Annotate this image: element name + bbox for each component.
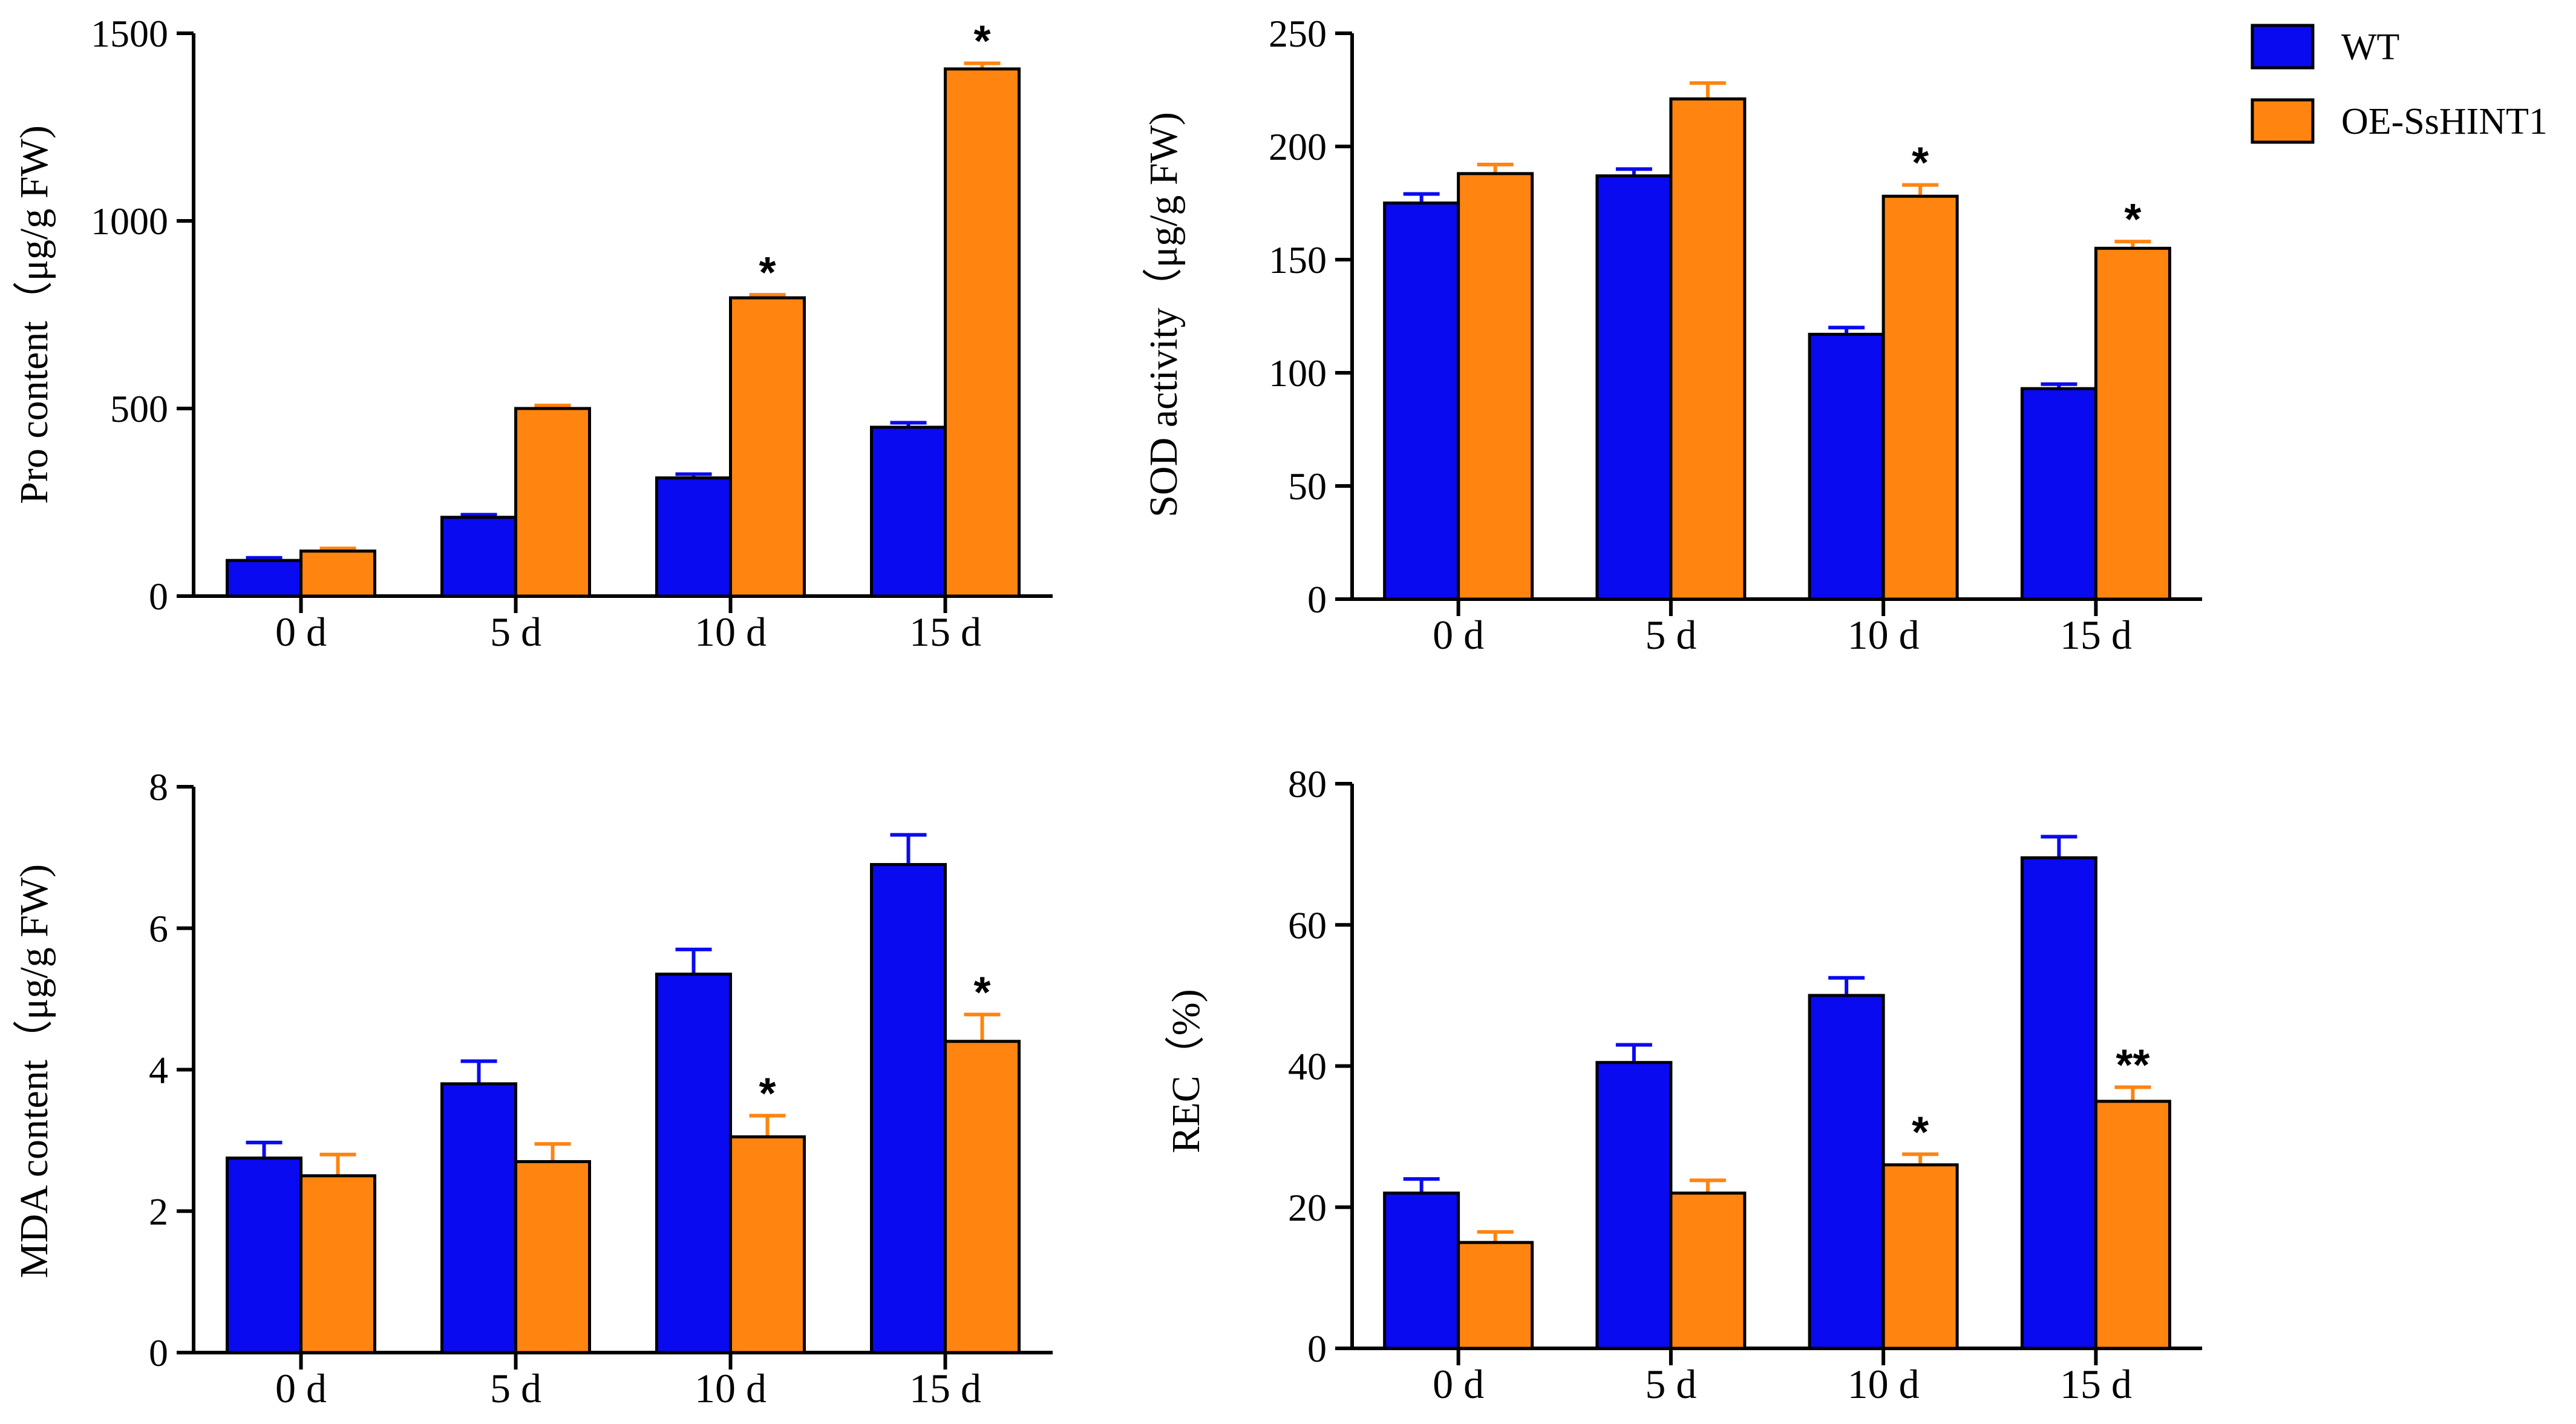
significance-label: * <box>759 1069 776 1118</box>
bar-wt <box>440 1082 517 1354</box>
bar-oe <box>1457 1241 1534 1350</box>
y-tick-label: 1500 <box>91 12 168 55</box>
significance-label: * <box>2124 195 2141 244</box>
y-tick-label: 8 <box>149 766 168 809</box>
bar-wt <box>870 863 947 1354</box>
y-tick-label: 4 <box>149 1049 168 1092</box>
y-tick-label: 0 <box>149 1331 168 1374</box>
panel-rec: REC（%) 0 20 40 60 80 0 d 5 d 10 d * 15 d ** <box>1164 763 2202 1407</box>
significance-label: * <box>973 18 990 66</box>
legend-label-oe: OE-SsHINT1 <box>2341 101 2548 142</box>
x-tick-label: 10 d <box>695 1365 767 1411</box>
ylabel-pro: Pro content（μg/g FW) <box>12 125 56 504</box>
y-tick-label: 250 <box>1269 12 1327 55</box>
y-tick-label: 200 <box>1269 125 1327 168</box>
bar-oe <box>944 67 1021 598</box>
x-tick-label: 5 d <box>490 609 541 655</box>
bar-oe <box>299 550 376 598</box>
y-tick-label: 60 <box>1288 904 1327 947</box>
ylabel-rec: REC（%) <box>1164 989 1208 1153</box>
x-tick-label: 10 d <box>1848 1361 1920 1407</box>
bar-oe <box>514 1160 591 1354</box>
y-tick-label: 6 <box>149 907 168 950</box>
y-tick-label: 100 <box>1269 352 1327 395</box>
x-tick-label: 15 d <box>909 609 981 655</box>
x-tick-label: 10 d <box>695 609 767 655</box>
bar-wt <box>655 476 732 598</box>
y-tick-label: 0 <box>1307 1327 1327 1370</box>
x-tick-label: 0 d <box>275 1365 327 1411</box>
x-tick-label: 15 d <box>2060 612 2132 658</box>
bar-oe <box>1669 1191 1747 1350</box>
y-tick-label: 0 <box>1307 578 1327 621</box>
bar-oe <box>299 1174 376 1354</box>
bar-wt <box>870 425 947 598</box>
y-tick-label: 0 <box>149 575 168 618</box>
bar-oe <box>1881 194 1959 601</box>
x-tick-label: 5 d <box>1645 612 1696 658</box>
y-tick-label: 50 <box>1288 465 1327 508</box>
bar-oe <box>514 407 591 598</box>
y-tick-label: 40 <box>1288 1045 1327 1088</box>
bar-wt <box>1808 994 1885 1350</box>
x-tick-label: 10 d <box>1848 612 1920 658</box>
x-tick-label: 0 d <box>1433 1361 1484 1407</box>
significance-label: * <box>973 968 990 1017</box>
significance-label: * <box>759 249 776 297</box>
y-tick-label: 1000 <box>91 200 168 243</box>
bar-oe <box>729 296 806 598</box>
bar-wt <box>226 1157 302 1354</box>
bar-wt <box>1595 174 1673 601</box>
x-tick-label: 15 d <box>2060 1361 2132 1407</box>
bar-oe <box>729 1135 806 1354</box>
y-tick-label: 2 <box>149 1190 168 1233</box>
ylabel-mda: MDA content（μg/g FW) <box>12 864 56 1278</box>
y-tick-label: 150 <box>1269 238 1327 281</box>
bar-wt <box>655 973 732 1354</box>
legend-label-wt: WT <box>2341 27 2399 68</box>
panel-mda-content: MDA content（μg/g FW) 0 2 4 6 8 0 d 5 d 10 d * 15 … <box>12 766 1053 1411</box>
x-tick-label: 0 d <box>275 609 327 655</box>
panel-pro-content: Pro content（μg/g FW) 0 500 1000 1500 0 d 5 d 1… <box>12 12 1053 655</box>
bar-oe <box>2094 246 2171 601</box>
bar-oe <box>1881 1163 1959 1350</box>
x-tick-label: 5 d <box>1645 1361 1696 1407</box>
bar-wt <box>1383 1191 1460 1350</box>
y-tick-label: 20 <box>1288 1186 1327 1229</box>
y-tick-label: 80 <box>1288 763 1327 806</box>
ylabel-sod: SOD activity（μg/g FW) <box>1142 112 1186 517</box>
bar-oe <box>1669 97 1747 601</box>
bar-wt <box>440 516 517 598</box>
x-tick-label: 15 d <box>909 1365 981 1411</box>
y-tick-label: 500 <box>110 387 168 430</box>
bar-wt <box>226 559 302 598</box>
bar-oe <box>944 1040 1021 1354</box>
x-tick-label: 5 d <box>490 1365 541 1411</box>
bar-wt <box>1808 332 1885 601</box>
significance-label: * <box>1912 139 1929 188</box>
bar-oe <box>2094 1100 2171 1350</box>
panel-sod-activity: SOD activity（μg/g FW) 0 50 100 150 200 250 0 d… <box>1142 12 2202 658</box>
significance-label: * <box>1912 1108 1929 1157</box>
legend-swatch-oe <box>2251 98 2315 144</box>
significance-label: ** <box>2116 1041 2149 1089</box>
legend: WT OE-SsHINT1 <box>2251 24 2548 144</box>
bar-wt <box>1595 1061 1673 1350</box>
bar-wt <box>1383 202 1460 601</box>
bar-wt <box>2020 856 2097 1350</box>
bar-oe <box>1457 172 1534 601</box>
x-tick-label: 0 d <box>1433 612 1484 658</box>
legend-swatch-wt <box>2251 24 2315 70</box>
bar-wt <box>2020 387 2097 601</box>
